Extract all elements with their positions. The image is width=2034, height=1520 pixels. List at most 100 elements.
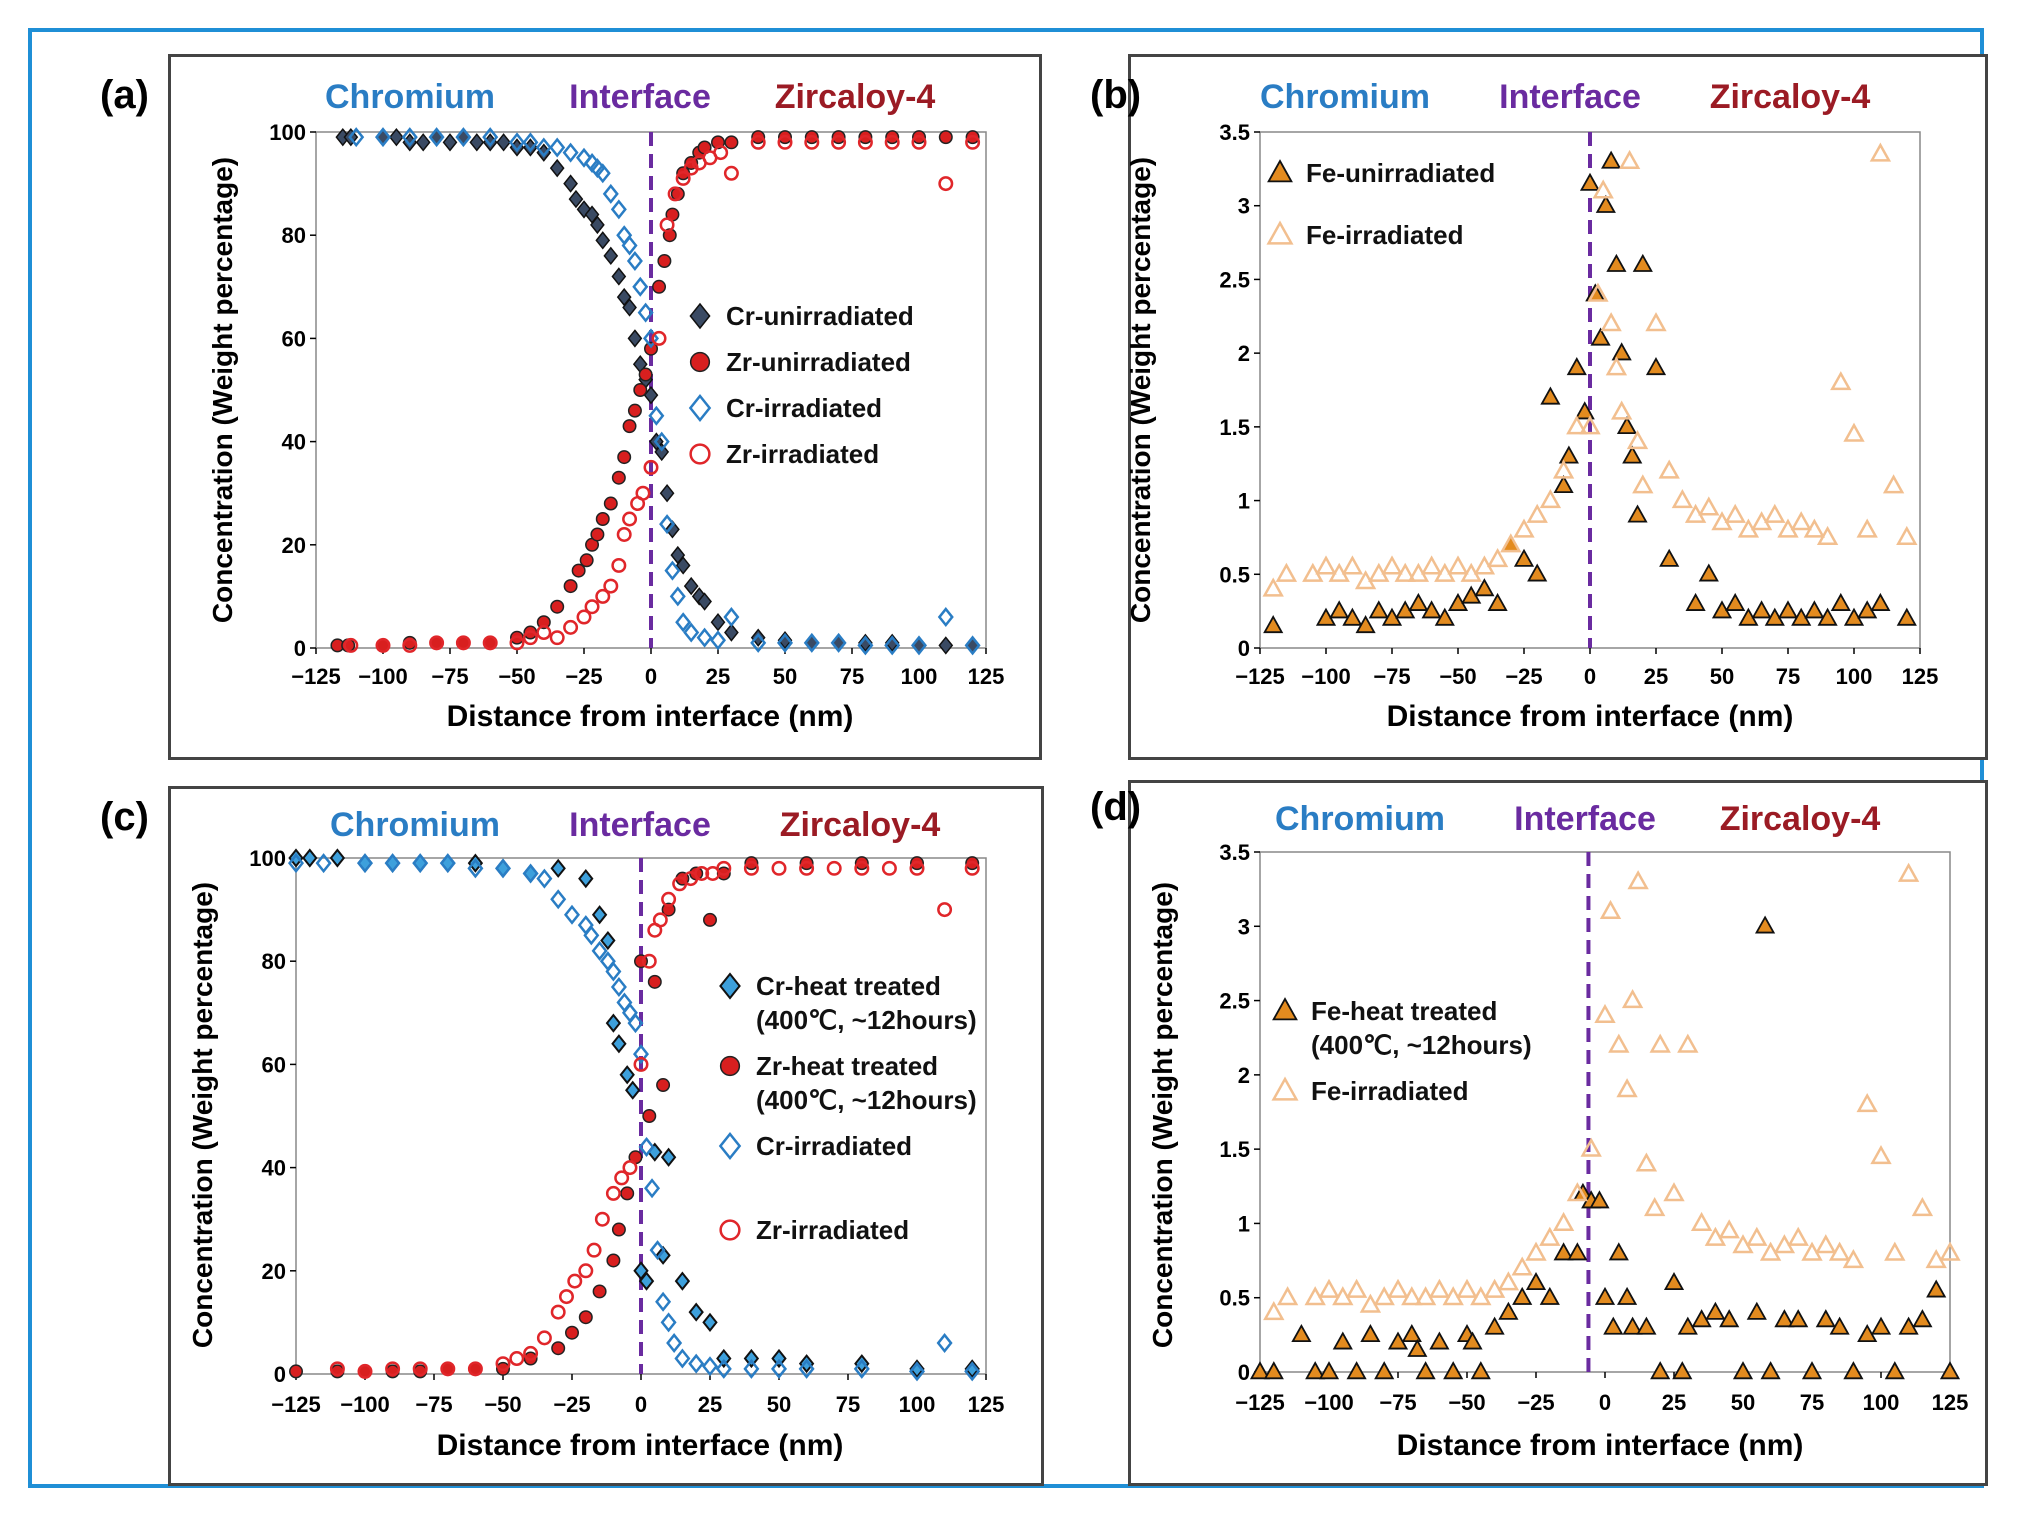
data-point xyxy=(1645,312,1667,332)
data-point xyxy=(357,1363,373,1379)
data-point xyxy=(709,630,727,651)
x-tick-label: 25 xyxy=(706,664,730,689)
data-point xyxy=(777,631,793,650)
data-point xyxy=(549,158,565,178)
data-point xyxy=(858,633,873,653)
x-tick-label: −100 xyxy=(340,1392,390,1417)
data-point xyxy=(1870,592,1891,611)
data-point xyxy=(1677,1033,1699,1053)
data-point xyxy=(1882,474,1905,494)
data-point xyxy=(1816,525,1839,545)
y-axis-label: Concentration (Weight percentage) xyxy=(207,157,238,623)
data-point xyxy=(288,848,304,868)
data-point xyxy=(1912,1309,1933,1328)
data-point xyxy=(857,134,873,150)
data-point xyxy=(627,329,643,348)
data-point xyxy=(1896,525,1918,545)
data-point xyxy=(911,134,927,150)
panel-label: (d) xyxy=(1090,785,1141,829)
data-point xyxy=(467,853,484,873)
data-point xyxy=(1677,1316,1698,1335)
x-tick-label: 100 xyxy=(899,1392,936,1417)
data-point xyxy=(563,619,579,635)
region-label-zircaloy-4: Zircaloy-4 xyxy=(775,78,936,116)
data-point xyxy=(1801,1361,1823,1380)
y-tick-label: 60 xyxy=(282,326,306,351)
data-point xyxy=(617,450,632,465)
data-point xyxy=(616,526,632,542)
data-point xyxy=(625,1080,641,1100)
region-label-interface: Interface xyxy=(1514,800,1656,838)
data-point xyxy=(1884,1361,1905,1380)
data-point xyxy=(1381,555,1403,575)
y-tick-label: 0 xyxy=(1238,636,1250,661)
data-point xyxy=(669,586,686,607)
data-point xyxy=(591,905,608,925)
data-point xyxy=(535,137,552,158)
data-point xyxy=(610,976,627,998)
region-label-interface: Interface xyxy=(569,78,711,116)
data-point xyxy=(1632,474,1654,494)
data-point xyxy=(1705,1301,1726,1320)
data-point xyxy=(771,860,787,876)
data-point xyxy=(1500,533,1522,553)
data-point xyxy=(343,637,359,653)
data-point xyxy=(578,869,594,889)
data-point xyxy=(1318,1278,1340,1298)
series-fe-irradiated xyxy=(1262,142,1918,597)
data-point xyxy=(642,1109,657,1123)
data-point xyxy=(1275,562,1298,582)
data-point xyxy=(702,1312,718,1333)
data-point xyxy=(1342,607,1363,626)
x-tick-label: 50 xyxy=(773,664,797,689)
legend-label: Cr-unirradiated xyxy=(726,301,914,331)
data-point xyxy=(595,512,610,526)
data-point xyxy=(701,1356,719,1377)
legend-label: Cr-irradiated xyxy=(756,1131,912,1161)
data-point xyxy=(1939,1361,1961,1380)
data-point xyxy=(562,142,579,163)
data-point xyxy=(637,302,654,323)
data-point xyxy=(831,134,847,150)
data-point xyxy=(635,485,651,501)
data-point xyxy=(641,953,657,969)
legend-label: (400℃, ~12hours) xyxy=(1311,1030,1532,1060)
data-point xyxy=(586,1242,602,1258)
x-tick-label: −25 xyxy=(553,1392,590,1417)
data-point xyxy=(1599,899,1622,919)
data-point xyxy=(1817,607,1838,626)
x-tick-label: 25 xyxy=(1662,1390,1686,1415)
x-tick-label: −125 xyxy=(1235,664,1285,689)
data-point xyxy=(590,215,605,235)
data-point xyxy=(909,860,925,876)
data-point xyxy=(622,1160,638,1176)
data-point xyxy=(632,276,649,297)
data-point xyxy=(1566,415,1588,435)
data-point xyxy=(884,633,900,653)
data-point xyxy=(688,1302,704,1322)
legend-label: Cr-heat treated xyxy=(756,971,941,1001)
data-point xyxy=(622,419,637,434)
data-point xyxy=(602,183,619,204)
data-point xyxy=(1341,555,1364,575)
data-point xyxy=(605,961,622,982)
data-point xyxy=(1346,1361,1367,1380)
data-point xyxy=(551,1341,566,1356)
data-point xyxy=(415,133,431,152)
data-point xyxy=(549,137,566,158)
data-point xyxy=(1525,1272,1547,1291)
data-point xyxy=(648,405,665,426)
data-point xyxy=(1764,503,1786,523)
x-tick-label: 0 xyxy=(635,1392,647,1417)
data-point xyxy=(1842,1249,1865,1269)
x-tick-label: −100 xyxy=(1301,664,1351,689)
data-point xyxy=(638,1271,655,1291)
x-tick-label: −100 xyxy=(1304,1390,1354,1415)
data-point xyxy=(770,1358,788,1379)
data-point xyxy=(1622,445,1643,464)
data-point xyxy=(1787,1226,1809,1246)
legend-marker xyxy=(1272,997,1298,1021)
y-tick-label: 100 xyxy=(249,846,286,871)
data-point xyxy=(657,254,672,268)
